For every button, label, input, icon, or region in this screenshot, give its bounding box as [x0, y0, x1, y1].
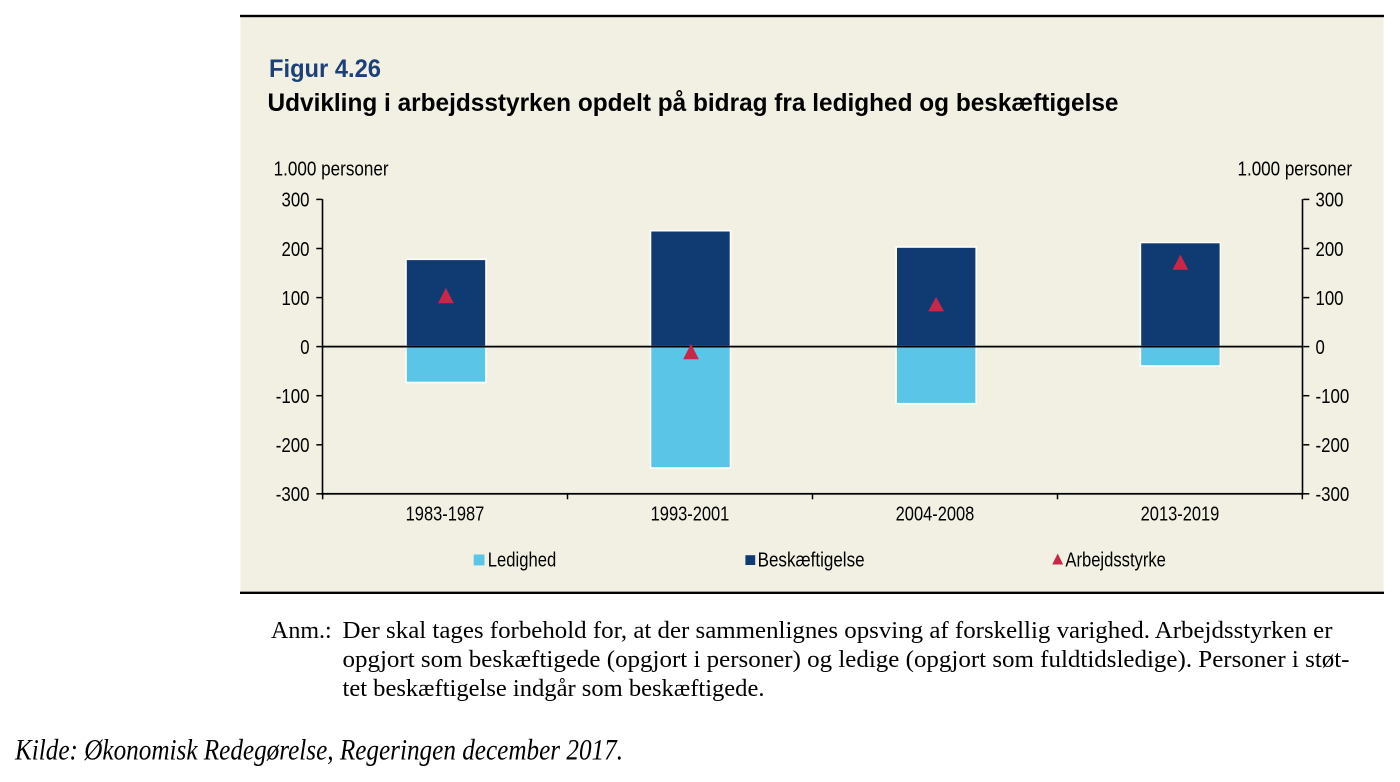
svg-text:Der skal tages forbehold for,: Der skal tages forbehold for, at der sam… — [343, 618, 1333, 644]
svg-text:1993-2001: 1993-2001 — [651, 504, 730, 526]
svg-text:tet beskæftigelse indgår som b: tet beskæftigelse indgår som beskæftiged… — [343, 676, 765, 702]
svg-text:opgjort som beskæftigede (opgj: opgjort som beskæftigede (opgjort i pers… — [343, 647, 1350, 673]
svg-text:1.000 personer: 1.000 personer — [274, 159, 389, 181]
svg-text:Figur 4.26: Figur 4.26 — [269, 55, 381, 83]
svg-text:0: 0 — [300, 337, 309, 359]
svg-text:100: 100 — [1316, 288, 1344, 310]
svg-text:-300: -300 — [1316, 484, 1350, 506]
svg-text:-200: -200 — [1316, 435, 1350, 457]
svg-text:-100: -100 — [276, 386, 310, 408]
svg-text:300: 300 — [1316, 190, 1344, 212]
svg-text:Anm.:: Anm.: — [271, 618, 332, 644]
svg-text:Ledighed: Ledighed — [488, 549, 556, 571]
svg-text:Arbejdsstyrke: Arbejdsstyrke — [1065, 549, 1166, 571]
svg-text:Beskæftigelse: Beskæftigelse — [758, 549, 865, 571]
svg-text:0: 0 — [1316, 337, 1325, 359]
svg-text:Kilde: Økonomisk Redegørelse,: Kilde: Økonomisk Redegørelse, Regeringen… — [14, 734, 623, 767]
svg-text:1.000 personer: 1.000 personer — [1238, 159, 1353, 181]
svg-text:100: 100 — [282, 288, 310, 310]
svg-text:-200: -200 — [276, 435, 310, 457]
svg-text:2004-2008: 2004-2008 — [896, 504, 975, 526]
svg-text:300: 300 — [282, 190, 310, 212]
svg-text:-100: -100 — [1316, 386, 1350, 408]
svg-text:-300: -300 — [276, 484, 310, 506]
svg-text:Udvikling i arbejdsstyrken opd: Udvikling i arbejdsstyrken opdelt på bid… — [268, 89, 1119, 117]
svg-text:200: 200 — [282, 239, 310, 261]
svg-text:200: 200 — [1316, 239, 1344, 261]
svg-text:2013-2019: 2013-2019 — [1141, 504, 1220, 526]
svg-text:1983-1987: 1983-1987 — [406, 504, 485, 526]
